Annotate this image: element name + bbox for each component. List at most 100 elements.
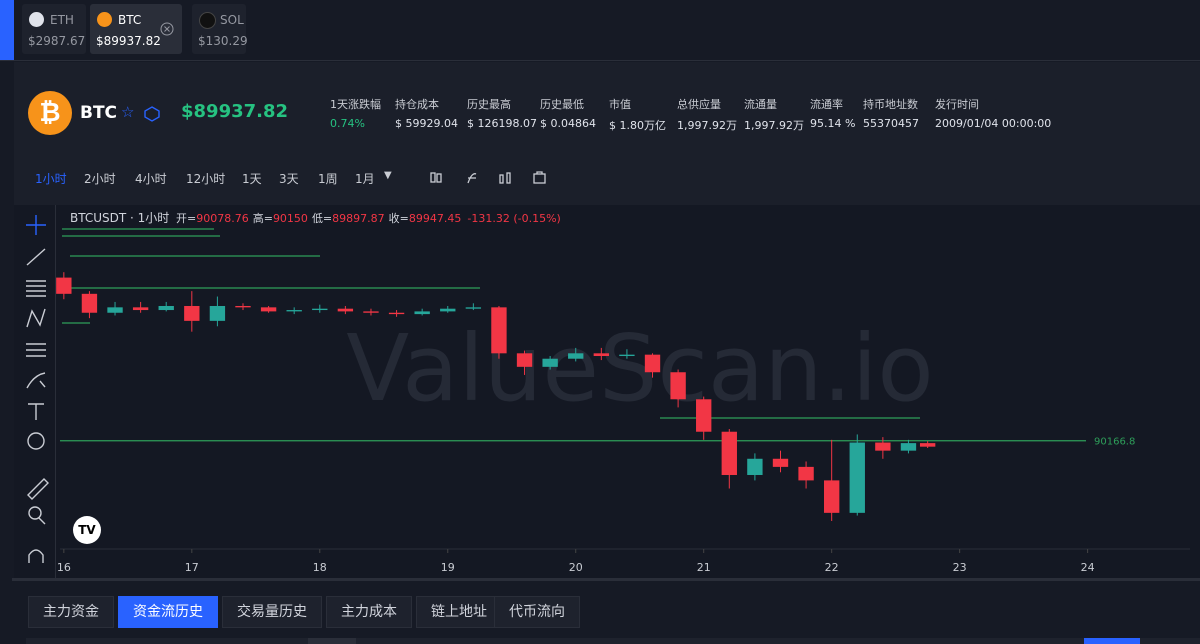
snapshot-icon[interactable] xyxy=(533,173,546,184)
x-tick-label: 16 xyxy=(57,561,71,574)
drawing-toolbar xyxy=(26,215,49,563)
ohlc-label: 收= xyxy=(389,211,409,225)
bottom-tab[interactable]: 主力成本 xyxy=(326,596,412,628)
stat-label: 持仓成本 xyxy=(395,98,439,111)
coin-tab[interactable]: BTC $89937.82 xyxy=(90,4,182,54)
timeframe[interactable]: 2小时 xyxy=(84,172,116,186)
candle-body xyxy=(696,399,712,432)
table-cell xyxy=(1084,638,1140,644)
chart-panel xyxy=(14,205,1200,579)
stat-value: 55370457 xyxy=(863,117,919,130)
candle-body xyxy=(919,443,936,447)
stat-label: 历史最高 xyxy=(467,98,511,111)
fib-tool[interactable] xyxy=(26,280,46,297)
tab-price: $2987.67 xyxy=(28,34,86,48)
stat-value: $ 1.80万亿 xyxy=(609,119,666,132)
timeframe[interactable]: 1天 xyxy=(242,172,262,186)
trendline-tool[interactable] xyxy=(26,248,46,266)
x-tick-label: 24 xyxy=(1081,561,1095,574)
bottom-tab[interactable]: 主力资金 xyxy=(28,596,114,628)
candle-body xyxy=(721,431,737,475)
coin-tab[interactable]: SOL $130.29 xyxy=(192,4,248,54)
tab-symbol: BTC xyxy=(118,13,142,27)
bottom-tab[interactable]: 链上地址 xyxy=(416,596,502,628)
bottom-tab[interactable]: 资金流历史 xyxy=(118,596,218,628)
stat-value: 2009/01/04 00:00:00 xyxy=(935,117,1052,130)
x-tick-label: 19 xyxy=(441,561,455,574)
ohlc-value: 90150 xyxy=(273,212,308,225)
candle-body xyxy=(158,305,174,311)
emoji-tool[interactable] xyxy=(27,432,45,450)
stat-value: $ 59929.04 xyxy=(395,117,458,130)
projection-tool[interactable] xyxy=(26,343,46,357)
bottom-tab[interactable]: 代币流向 xyxy=(494,596,580,628)
candle-body xyxy=(286,310,302,312)
coin-icon xyxy=(199,12,216,29)
favorite-star[interactable]: ☆ xyxy=(121,103,135,121)
ruler-tool[interactable] xyxy=(27,478,49,500)
legend-pair: BTCUSDT · 1小时 xyxy=(70,211,169,225)
candle-body xyxy=(593,353,610,357)
x-tick-label: 21 xyxy=(697,561,711,574)
candle-body xyxy=(644,354,661,373)
crosshair-tool[interactable] xyxy=(26,215,46,235)
stat-label: 发行时间 xyxy=(935,98,979,111)
tv-logo-text: TV xyxy=(78,523,96,537)
ohlc-change: -131.32 (-0.15%) xyxy=(467,212,560,225)
candle-body xyxy=(132,307,149,311)
stat-value: 1,997.92万 xyxy=(744,119,804,132)
chart-tools xyxy=(430,171,546,184)
candle-body xyxy=(747,458,763,475)
candle-body xyxy=(542,358,558,367)
candle-body xyxy=(823,480,840,513)
candle-body xyxy=(209,305,226,321)
timeframe[interactable]: 12小时 xyxy=(186,172,226,186)
pattern-tool[interactable] xyxy=(26,308,46,328)
dropdown-arrow[interactable]: ▼ xyxy=(384,170,392,181)
candle-icon[interactable] xyxy=(430,172,436,183)
ohlc-label: 高= xyxy=(253,211,273,225)
zoom-tool[interactable] xyxy=(28,506,42,520)
fx-icon[interactable] xyxy=(467,173,477,184)
legend-ohlc: 开=90078.76 高=90150 低=89897.87 收=89947.45 -13… xyxy=(176,211,561,225)
template-icon[interactable] xyxy=(499,174,504,184)
stat-label: 1天涨跌幅 xyxy=(330,98,381,111)
timeframe[interactable]: 3天 xyxy=(279,172,299,186)
watermark: ValueScan.io xyxy=(346,315,933,422)
magnet-tool[interactable] xyxy=(28,549,44,563)
tv-logo[interactable] xyxy=(73,516,101,544)
text-tool[interactable] xyxy=(28,403,44,420)
close-tab[interactable] xyxy=(160,22,174,36)
candle-body xyxy=(260,307,277,312)
price-line-label: 90166.8 xyxy=(1094,437,1135,448)
candle-body xyxy=(440,308,456,312)
timeframe[interactable]: 1小时 xyxy=(35,172,67,186)
candle-body xyxy=(184,305,200,321)
header-symbol: BTC xyxy=(80,103,118,123)
candle-body xyxy=(56,277,72,294)
timeframe[interactable]: 1月 xyxy=(355,172,375,186)
candle-body xyxy=(568,353,584,359)
brush-tool[interactable] xyxy=(26,372,46,389)
candle-body xyxy=(465,307,482,309)
stat-value: 95.14 % xyxy=(810,117,856,130)
ohlc-value: 89947.45 xyxy=(409,212,462,225)
candle-body xyxy=(900,443,917,451)
side-toggle[interactable] xyxy=(0,0,14,60)
x-tick-label: 17 xyxy=(185,561,199,574)
tab-symbol: ETH xyxy=(50,13,74,27)
bottom-tab[interactable]: 交易量历史 xyxy=(222,596,322,628)
tab-symbol: SOL xyxy=(220,13,244,27)
timeframe[interactable]: 1周 xyxy=(318,172,338,186)
chain-icon[interactable] xyxy=(144,106,160,122)
coin-tab[interactable]: ETH $2987.67 xyxy=(22,4,86,54)
stat-label: 流通量 xyxy=(744,98,777,111)
candle-body xyxy=(337,308,354,312)
resize-bar[interactable] xyxy=(12,578,1200,581)
tab-price: $130.29 xyxy=(198,34,248,48)
stat-label: 总供应量 xyxy=(677,98,721,111)
header-panel xyxy=(14,62,1200,205)
timeframe[interactable]: 4小时 xyxy=(135,172,167,186)
